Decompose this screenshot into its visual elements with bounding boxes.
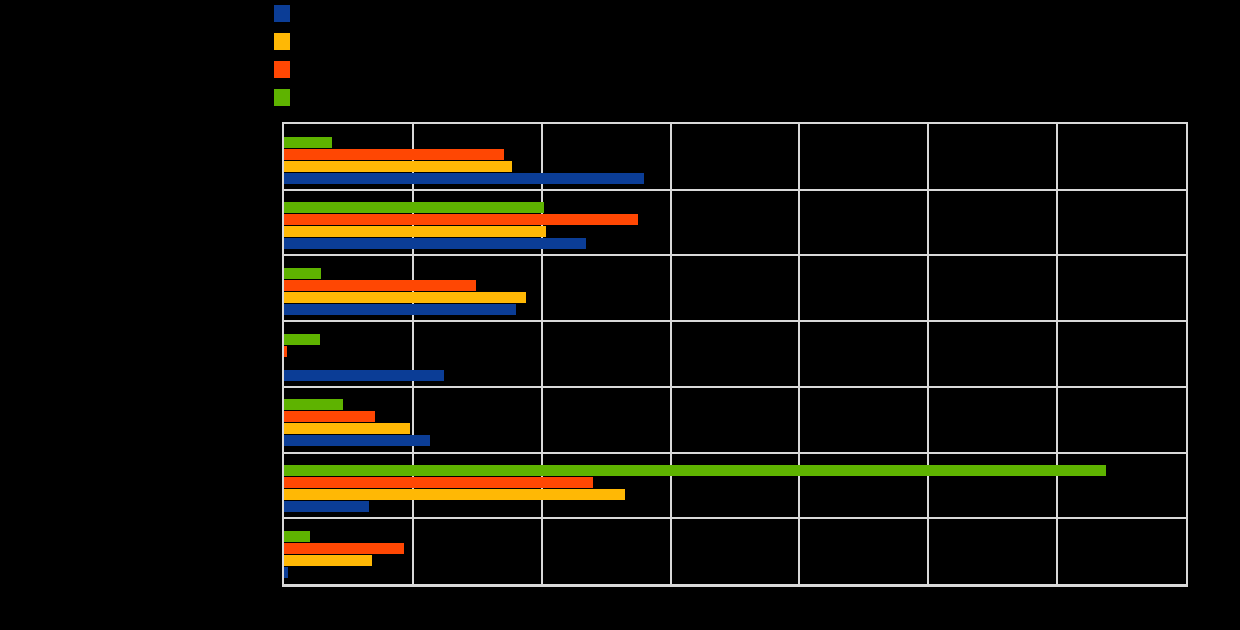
horizontal-gridline <box>284 452 1186 454</box>
vertical-gridline <box>541 124 543 584</box>
plot-area <box>282 122 1188 587</box>
bar-group5-series-yellow <box>284 423 410 434</box>
bar-group7-series-orange <box>284 543 404 554</box>
bar-group2-series-orange <box>284 214 638 225</box>
bar-group4-series-blue <box>284 370 444 381</box>
bar-group5-series-green <box>284 399 343 410</box>
bar-group1-series-blue <box>284 173 644 184</box>
horizontal-gridline <box>284 517 1186 519</box>
vertical-gridline <box>927 124 929 584</box>
vertical-gridline <box>412 124 414 584</box>
bar-group2-series-green <box>284 202 544 213</box>
horizontal-gridline <box>284 254 1186 256</box>
bar-group3-series-green <box>284 268 321 279</box>
legend-swatch-series-green <box>274 89 290 106</box>
legend-swatch-series-blue <box>274 5 290 22</box>
bar-group4-series-green <box>284 334 320 345</box>
bar-group1-series-orange <box>284 149 504 160</box>
bar-group2-series-blue <box>284 238 586 249</box>
chart-legend <box>0 0 1240 120</box>
bar-group6-series-green <box>284 465 1106 476</box>
legend-swatch-series-orange <box>274 61 290 78</box>
bar-group4-series-orange <box>284 346 287 357</box>
bar-group1-series-yellow <box>284 161 512 172</box>
bar-group5-series-blue <box>284 435 430 446</box>
vertical-gridline <box>1056 124 1058 584</box>
horizontal-gridline <box>284 320 1186 322</box>
bar-group3-series-yellow <box>284 292 526 303</box>
bar-group3-series-blue <box>284 304 516 315</box>
legend-swatch-series-yellow <box>274 33 290 50</box>
bar-group5-series-orange <box>284 411 375 422</box>
bar-group7-series-blue <box>284 567 288 578</box>
vertical-gridline <box>798 124 800 584</box>
bar-group6-series-yellow <box>284 489 625 500</box>
horizontal-gridline <box>284 386 1186 388</box>
bar-group3-series-orange <box>284 280 476 291</box>
bar-group6-series-orange <box>284 477 593 488</box>
bar-group2-series-yellow <box>284 226 546 237</box>
bar-group7-series-green <box>284 531 310 542</box>
bar-group1-series-green <box>284 137 332 148</box>
vertical-gridline <box>670 124 672 584</box>
bar-group7-series-yellow <box>284 555 372 566</box>
bar-group6-series-blue <box>284 501 369 512</box>
horizontal-gridline <box>284 189 1186 191</box>
